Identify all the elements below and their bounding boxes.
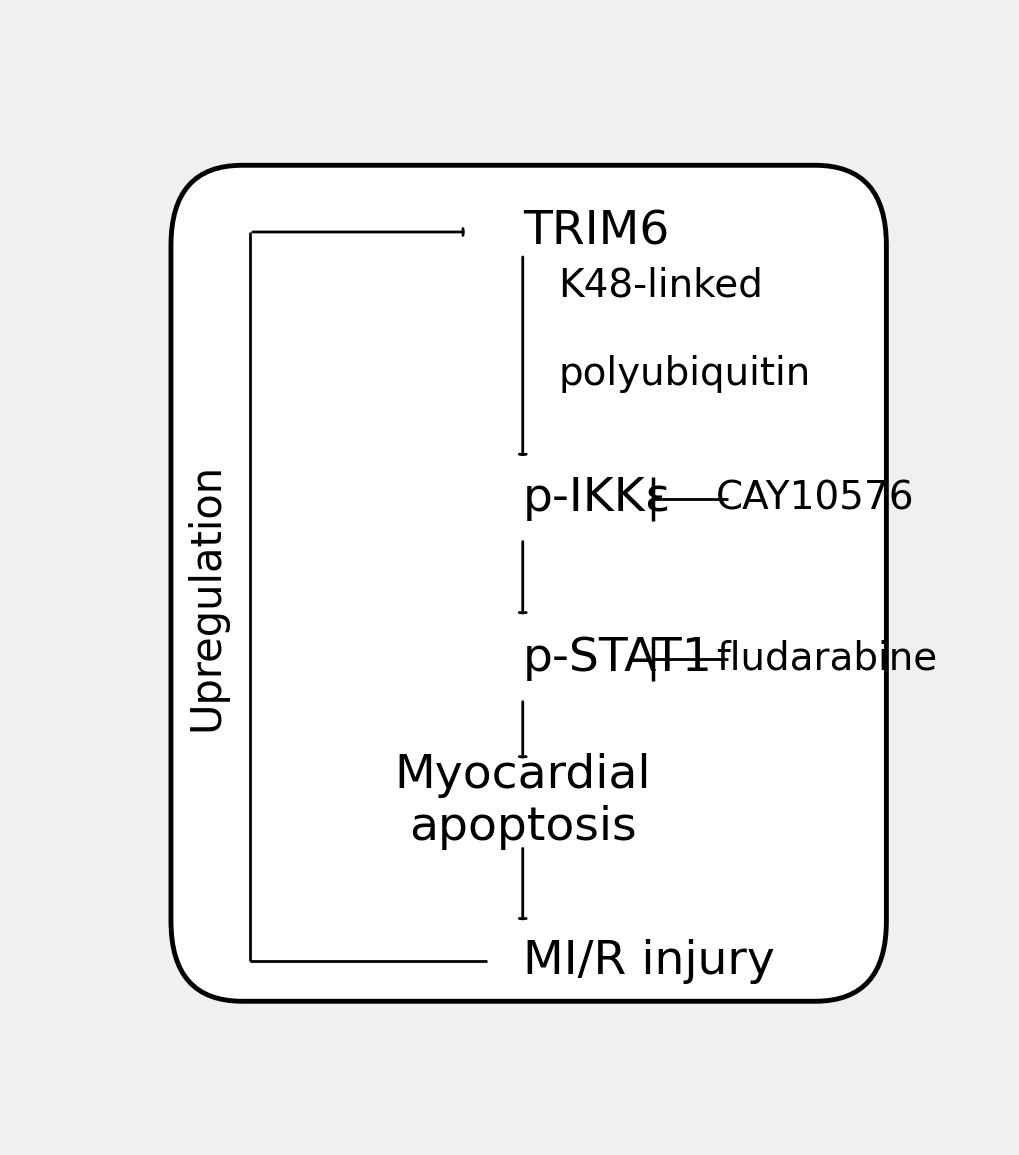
Text: CAY10576: CAY10576 — [715, 479, 914, 517]
Text: MI/R injury: MI/R injury — [522, 939, 773, 984]
FancyBboxPatch shape — [171, 165, 886, 1001]
Text: TRIM6: TRIM6 — [522, 209, 668, 254]
Text: polyubiquitin: polyubiquitin — [557, 356, 810, 394]
Text: Myocardial
apoptosis: Myocardial apoptosis — [394, 753, 650, 850]
Text: p-STAT1: p-STAT1 — [522, 636, 712, 681]
Text: p-IKKε: p-IKKε — [522, 476, 671, 521]
Text: K48-linked: K48-linked — [557, 267, 762, 305]
Text: Upregulation: Upregulation — [185, 462, 227, 731]
Text: fludarabine: fludarabine — [715, 640, 936, 678]
